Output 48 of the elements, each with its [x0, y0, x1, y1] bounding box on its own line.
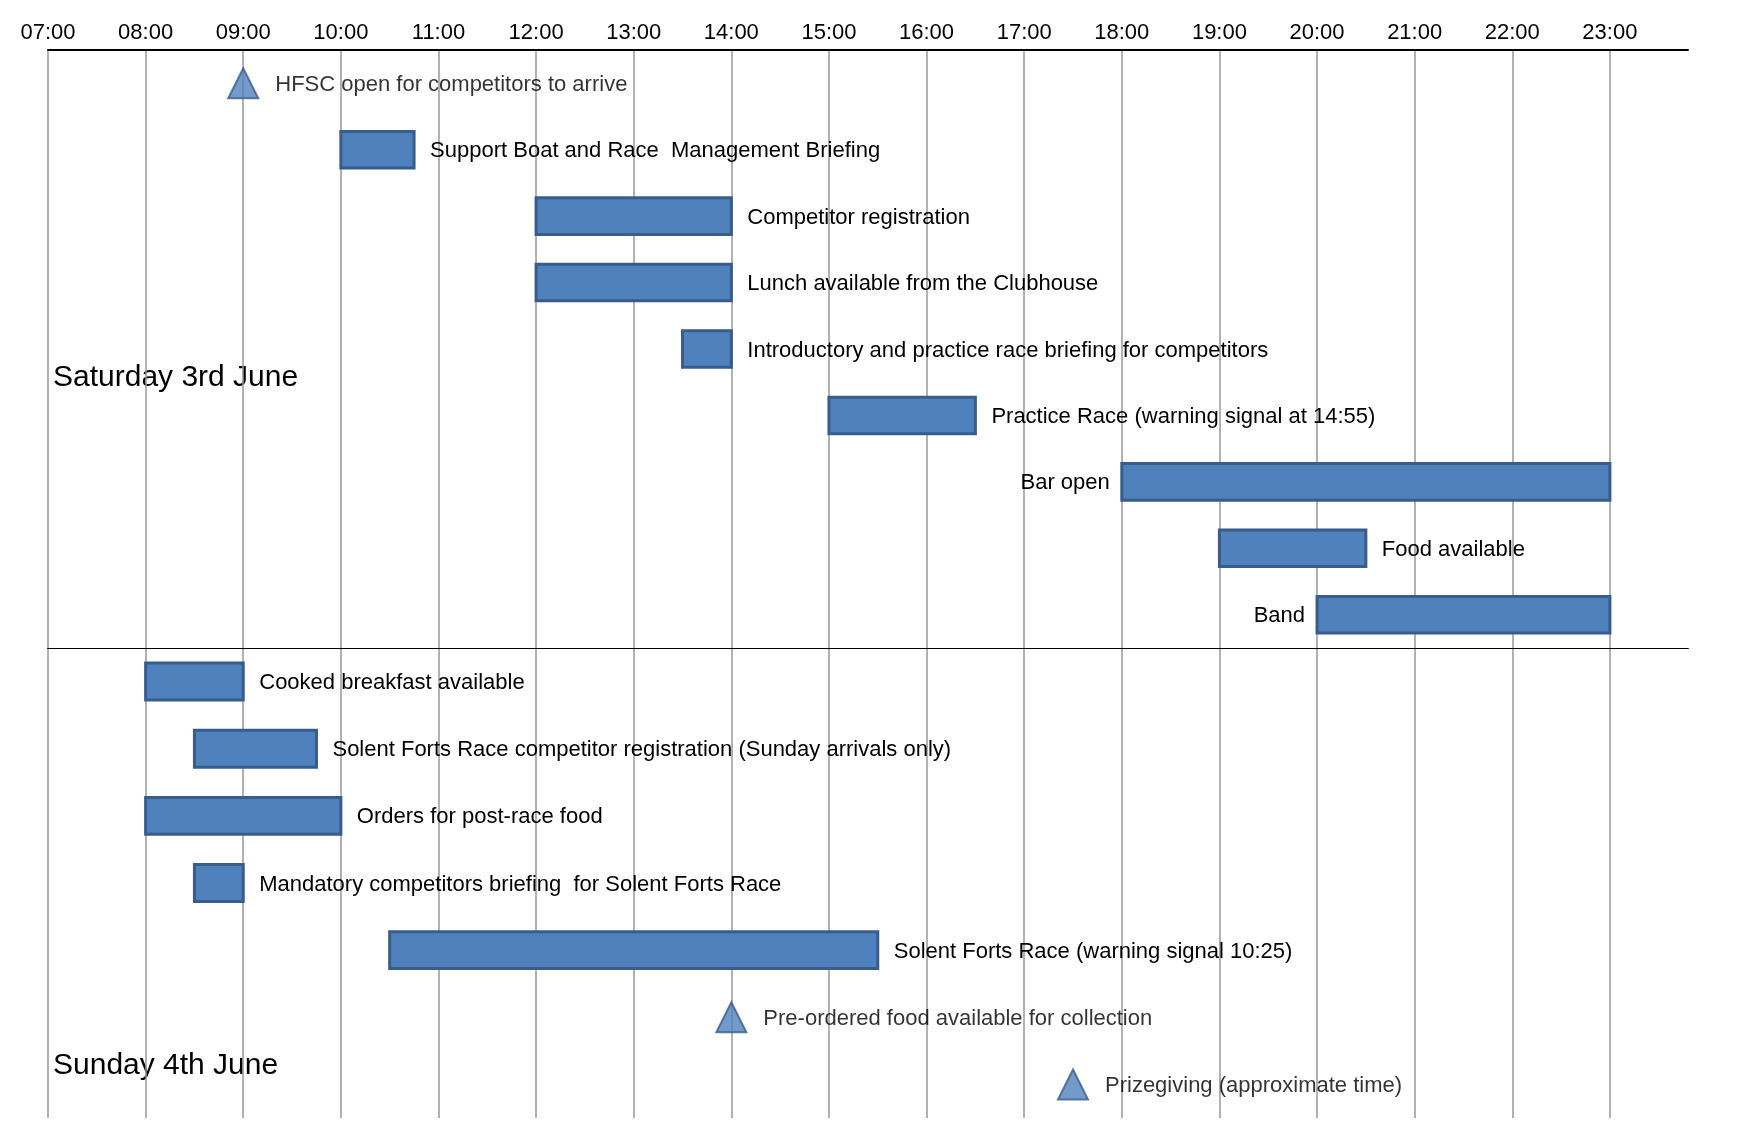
x-tick-label: 19:00: [1191, 18, 1247, 44]
bar: [1120, 462, 1612, 502]
category-label: Mandatory competitors briefing for Solent Forts Race: [259, 870, 782, 896]
x-tick-label: 14:00: [703, 18, 759, 44]
category-label: Solent Forts Race competitor registration (Sunday arrivals only): [332, 736, 952, 762]
x-tick-label: 22:00: [1484, 18, 1540, 44]
x-tick-label: 15:00: [801, 18, 857, 44]
category-label: Pre-ordered food available for collection: [763, 1004, 1153, 1030]
bar: [144, 661, 245, 702]
x-tick-label: 18:00: [1094, 18, 1150, 44]
category-label: Solent Forts Race (warning signal 10:25): [893, 937, 1293, 963]
x-tick-label: 20:00: [1289, 18, 1345, 44]
y-tick-label: Support Boat and Race Management Briefing: [430, 137, 881, 163]
y-tick-label: Band: [1253, 602, 1306, 628]
x-tick-label: 12:00: [508, 18, 564, 44]
bar: [534, 196, 733, 236]
y-tick-label: Lunch available from the Clubhouse: [747, 270, 1099, 296]
x-tick-label: 21:00: [1387, 18, 1443, 44]
x-tick-label: 10:00: [313, 18, 369, 44]
x-tick-label: 16:00: [899, 18, 955, 44]
y-tick-label: Practice Race (warning signal at 14:55): [991, 402, 1376, 428]
bar: [192, 863, 245, 903]
bar: [1217, 528, 1368, 569]
bar: [144, 795, 343, 836]
y-tick-label: Bar open: [1020, 469, 1110, 495]
x-tick-label: 23:00: [1582, 18, 1638, 44]
annotation: Saturday 3rd June: [53, 358, 299, 392]
annotation: Sunday 4th June: [53, 1046, 279, 1080]
x-tick-label: 11:00: [411, 18, 466, 44]
x-tick-label: 08:00: [118, 18, 174, 44]
x-tick-label: 13:00: [606, 18, 662, 44]
y-tick-label: Food available: [1381, 535, 1525, 561]
bar: [192, 728, 318, 769]
bar: [1315, 595, 1612, 635]
bar: [339, 129, 416, 170]
y-tick-label: HFSC open for competitors to arrive: [275, 70, 628, 96]
bar: [388, 930, 880, 971]
bar: [534, 262, 733, 303]
category-label: Cooked breakfast available: [259, 669, 525, 695]
x-tick-label: 17:00: [996, 18, 1052, 44]
category-label: Orders for post-race food: [356, 803, 603, 829]
bar: [827, 395, 977, 436]
x-tick-label: 09:00: [215, 18, 271, 44]
x-tick-label: 07:00: [20, 18, 76, 44]
y-tick-label: Introductory and practice race briefing for competitors: [747, 336, 1269, 362]
category-label: Prizegiving (approximate time): [1105, 1071, 1403, 1097]
bar: [681, 329, 733, 369]
y-tick-label: Competitor registration: [747, 203, 970, 229]
